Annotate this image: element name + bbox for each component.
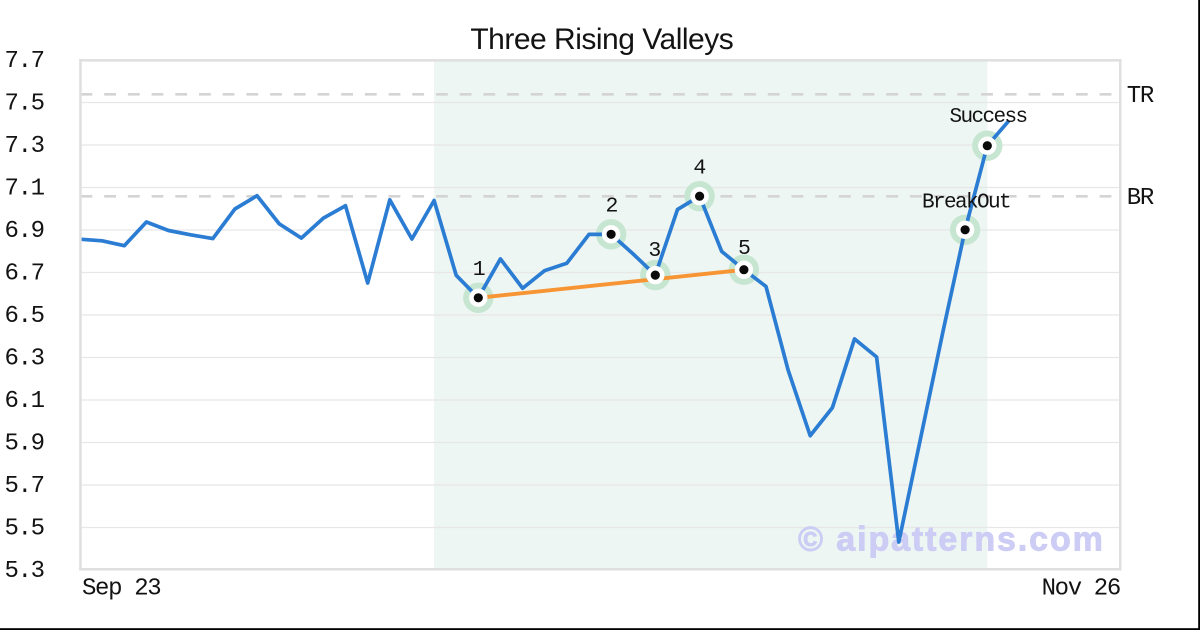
- svg-text:Three Rising Valleys: Three Rising Valleys: [470, 23, 733, 56]
- svg-text:6.7: 6.7: [5, 261, 44, 288]
- svg-text:6.3: 6.3: [5, 346, 44, 373]
- svg-text:5: 5: [738, 237, 751, 261]
- svg-text:5.3: 5.3: [5, 558, 44, 585]
- svg-text:7.1: 7.1: [5, 176, 45, 203]
- svg-text:2: 2: [606, 195, 619, 219]
- svg-text:7.5: 7.5: [5, 91, 44, 118]
- svg-text:7.3: 7.3: [5, 133, 44, 160]
- svg-text:5.7: 5.7: [5, 473, 44, 500]
- svg-text:4: 4: [693, 156, 706, 180]
- svg-text:1: 1: [473, 258, 486, 282]
- svg-text:Sep 23: Sep 23: [82, 576, 160, 603]
- svg-text:5.5: 5.5: [5, 516, 44, 543]
- svg-text:© aipatterns.com: © aipatterns.com: [798, 520, 1105, 558]
- svg-text:TR: TR: [1127, 83, 1154, 110]
- svg-text:Success: Success: [950, 106, 1027, 129]
- svg-text:5.9: 5.9: [5, 431, 44, 458]
- svg-text:BR: BR: [1127, 185, 1154, 212]
- svg-text:Nov 26: Nov 26: [1042, 576, 1120, 603]
- svg-text:BreakOut: BreakOut: [922, 192, 1010, 215]
- svg-text:7.7: 7.7: [5, 48, 44, 75]
- svg-text:6.5: 6.5: [5, 303, 44, 330]
- svg-text:3: 3: [648, 239, 661, 263]
- svg-text:6.9: 6.9: [5, 218, 44, 245]
- svg-text:6.1: 6.1: [5, 388, 45, 415]
